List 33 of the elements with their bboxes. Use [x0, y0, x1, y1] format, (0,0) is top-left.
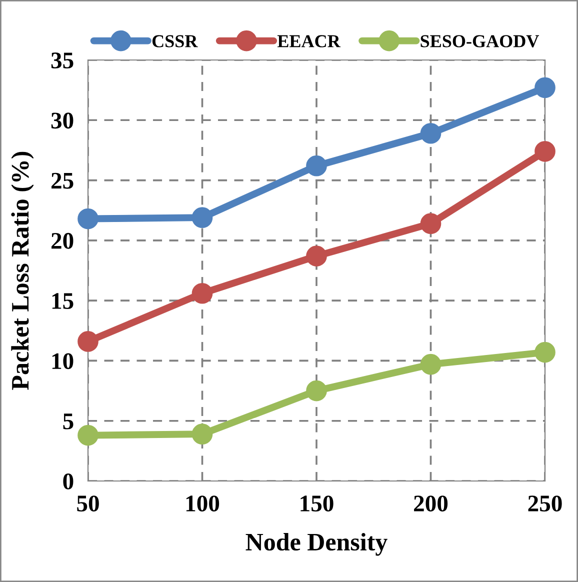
x-tick-label: 50	[77, 496, 99, 512]
x-tick-label: 250	[528, 496, 562, 512]
x-tick-label: 100	[186, 496, 220, 512]
y-tick-label: 15	[52, 293, 74, 309]
legend-label: CSSR	[152, 35, 198, 48]
point	[534, 77, 556, 98]
point	[192, 424, 213, 445]
y-tick-label: 20	[51, 232, 74, 249]
y-tick-label: 35	[51, 52, 74, 68]
legend-label: SESO-GAODV	[420, 35, 540, 48]
x-axis-title: Node Density	[246, 532, 388, 556]
point	[306, 380, 327, 402]
point	[78, 331, 98, 352]
point	[192, 207, 213, 228]
point	[420, 213, 442, 234]
y-tick-label: 0	[63, 473, 74, 490]
point	[306, 155, 327, 176]
legend-label: EEACR	[277, 35, 341, 48]
point	[192, 282, 213, 304]
point	[78, 424, 98, 446]
point	[420, 354, 442, 375]
y-tick-label: 5	[63, 414, 74, 430]
x-tick-label: 200	[414, 496, 448, 512]
y-tick-label: 25	[51, 172, 74, 189]
y-axis-title: Packet Loss Ratio (%)	[11, 152, 34, 390]
point	[534, 141, 556, 162]
x-tick-label: 150	[300, 496, 334, 512]
point	[78, 208, 98, 230]
point	[534, 342, 556, 363]
point	[420, 122, 442, 144]
point	[306, 246, 327, 266]
y-tick-label: 30	[51, 112, 74, 129]
y-tick-label: 10	[52, 353, 74, 370]
